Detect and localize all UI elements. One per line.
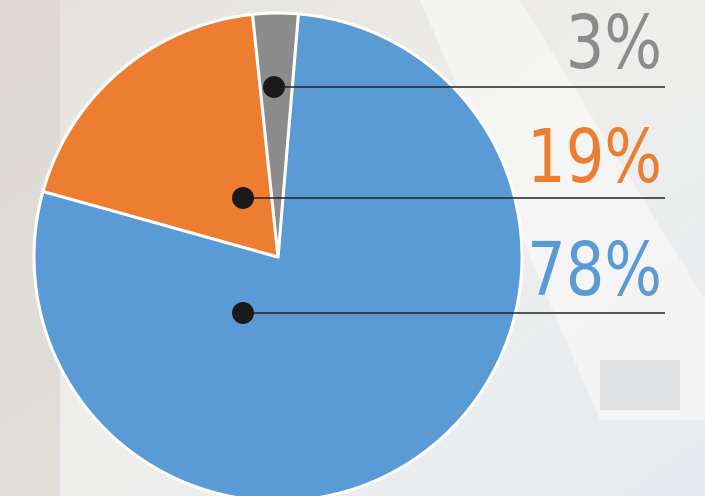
leader-dot xyxy=(263,76,285,98)
pie xyxy=(32,11,524,496)
value-label: 19% xyxy=(527,113,662,199)
value-label: 78% xyxy=(527,226,662,312)
pie-slice xyxy=(32,12,524,496)
pie-slice xyxy=(41,12,280,259)
value-label: 3% xyxy=(566,0,662,85)
annotations: 78% 19% 3% xyxy=(232,0,665,324)
background-shape xyxy=(600,360,680,410)
leader-dot xyxy=(232,187,254,209)
pie-slice xyxy=(250,11,300,259)
background-shape xyxy=(420,0,705,420)
leader-dot xyxy=(232,302,254,324)
